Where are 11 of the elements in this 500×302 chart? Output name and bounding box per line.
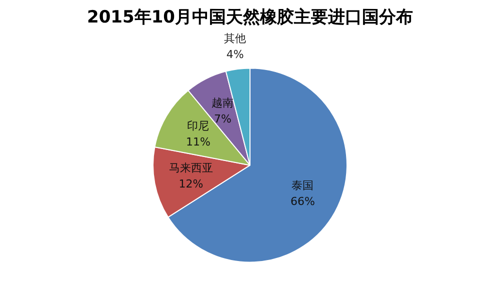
slice-label: 泰国 xyxy=(292,179,314,192)
chart-title: 2015年10月中国天然橡胶主要进口国分布 xyxy=(87,8,413,28)
slice-label: 其他 xyxy=(224,32,246,45)
data-label: 4% xyxy=(226,48,244,61)
data-label: 66% xyxy=(290,195,315,208)
data-label: 7% xyxy=(214,112,232,126)
slice-label: 印尼 xyxy=(187,119,210,132)
data-label: 11% xyxy=(186,135,210,148)
slice-label: 马来西亚 xyxy=(168,161,213,174)
data-label: 12% xyxy=(178,177,204,190)
slice-label: 越南 xyxy=(212,96,234,110)
